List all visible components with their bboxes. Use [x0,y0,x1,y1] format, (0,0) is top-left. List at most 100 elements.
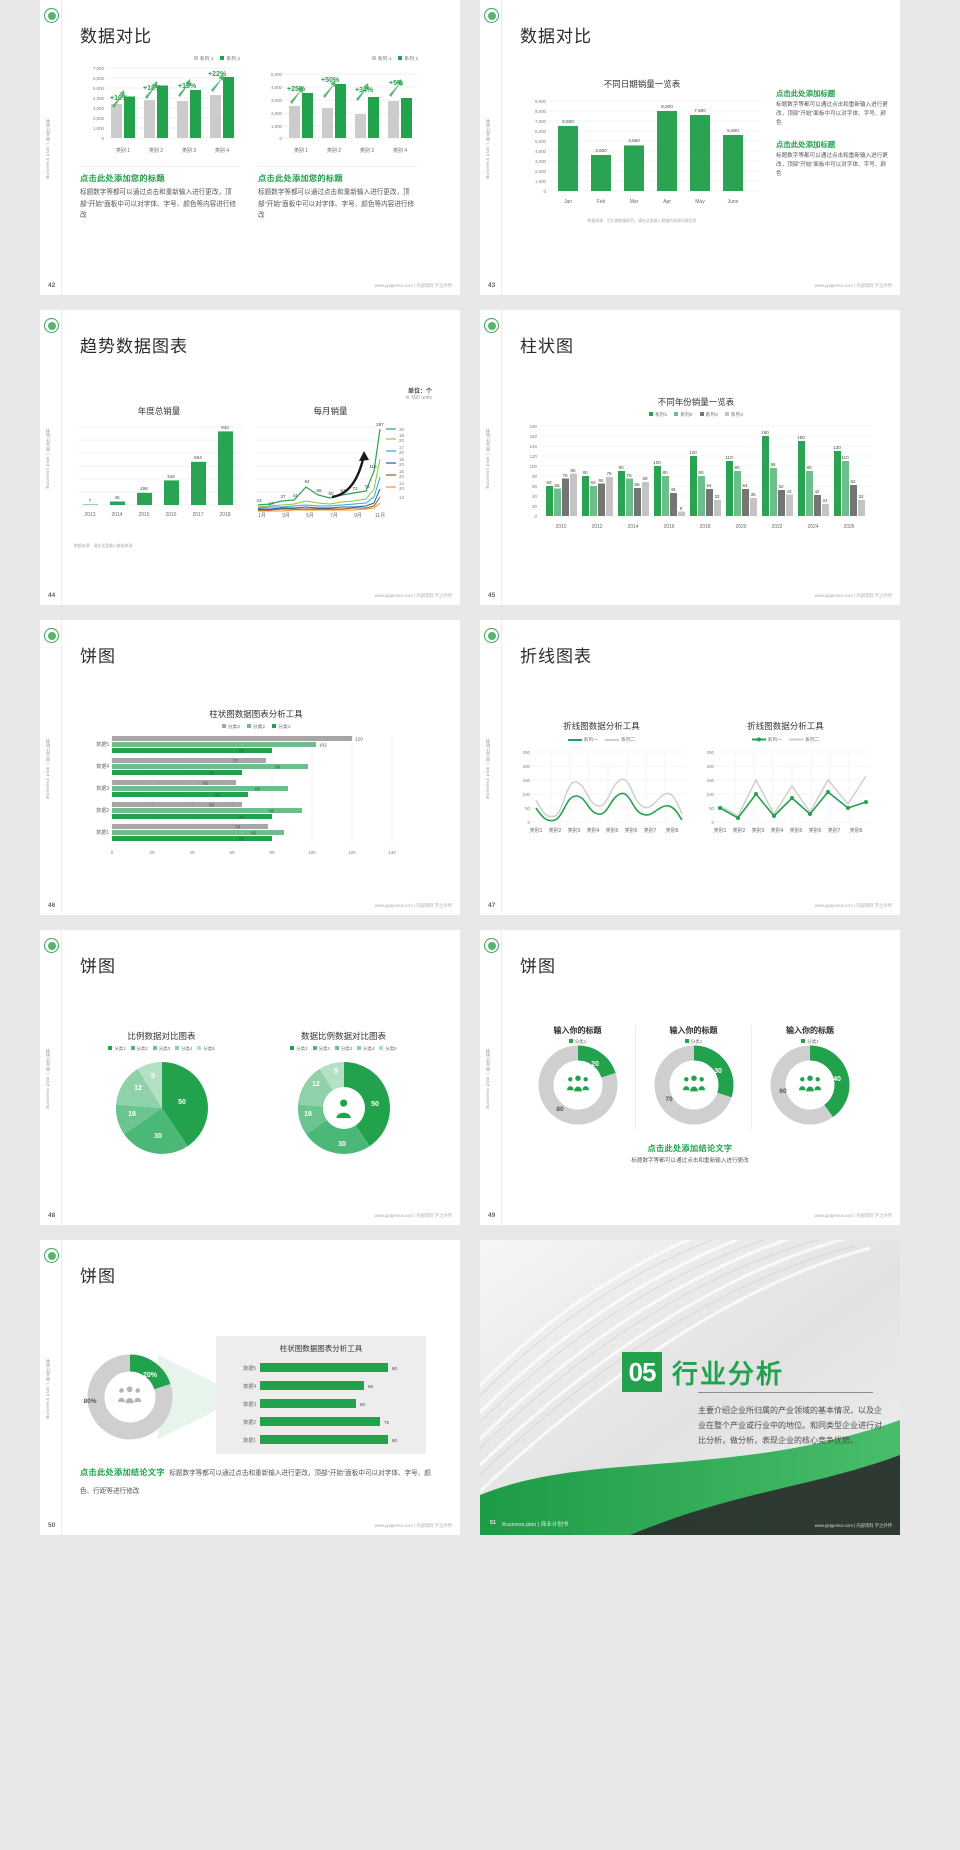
svg-text:100: 100 [653,460,661,465]
svg-text:2,000: 2,000 [535,169,547,174]
svg-text:数据3: 数据3 [96,785,109,792]
svg-text:4,000: 4,000 [535,149,547,154]
page-number: 45 [488,592,496,599]
svg-text:100: 100 [530,464,538,469]
page-title: 趋势数据图表 [80,337,188,356]
svg-text:0: 0 [280,136,283,141]
donut-2-title: 输入你的标题 [669,1026,718,1035]
svg-text:20: 20 [399,462,404,467]
side-rail: Business plan | 商业计划书 [480,930,502,1225]
donut-chart: 50 30 18 12 5 [297,1062,390,1154]
bar-card-title: 柱状图数据图表分析工具 [279,1344,363,1353]
svg-text:类别4: 类别4 [587,827,600,834]
chart-source: 数据来源：请在这里输入数据来源 [74,543,133,548]
svg-text:60: 60 [779,1088,787,1095]
svg-text:5,600: 5,600 [727,128,739,133]
svg-text:130: 130 [833,445,841,450]
block-head: 点击此处添加您的标题 [258,174,343,183]
svg-text:80: 80 [556,1106,564,1113]
svg-text:+16%: +16% [178,83,197,90]
svg-text:68: 68 [215,793,221,798]
svg-text:数据1: 数据1 [243,1437,256,1444]
svg-text:80: 80 [270,850,275,855]
side-rail: Business plan | 商业计划书 [480,620,502,915]
svg-text:20: 20 [399,438,404,443]
svg-text:24: 24 [822,498,828,503]
svg-text:4,560: 4,560 [628,138,640,143]
footer-url: www.pptgenius.com | 内部资料 学之外传 [374,1213,452,1218]
divider [698,1392,873,1393]
svg-text:类别1: 类别1 [714,827,727,834]
line-chart-2: 250 200 150 100 50 0 类别1 类别2 类别3 类别4 类别5 类别6 类别7… [707,750,870,834]
svg-text:80: 80 [392,1438,398,1443]
page-number: 49 [488,1212,496,1219]
page-title: 数据对比 [520,27,592,46]
rail-label: Business plan | 商业计划书 [45,1046,50,1109]
svg-text:2015: 2015 [138,512,149,518]
svg-text:62: 62 [203,781,209,786]
svg-text:5: 5 [151,1073,155,1080]
line-chart-2-title: 折线图数据分析工具 [747,721,824,731]
svg-text:类别5: 类别5 [606,827,619,834]
svg-text:17: 17 [268,501,274,506]
svg-text:2013: 2013 [84,512,95,518]
svg-text:数据5: 数据5 [96,741,109,748]
svg-text:80%: 80% [83,1398,96,1405]
svg-text:30: 30 [338,1141,346,1148]
svg-text:3,000: 3,000 [535,159,547,164]
svg-text:76: 76 [364,484,370,489]
svg-text:56: 56 [634,482,640,487]
svg-text:150: 150 [797,435,805,440]
svg-text:80: 80 [239,749,245,754]
svg-text:3,000: 3,000 [93,106,105,111]
svg-text:类别2: 类别2 [733,827,746,834]
chart-title: 柱状图数据图表分析工具 [209,709,303,719]
svg-text:65: 65 [209,803,215,808]
line-chart-2-legend: 系列一 系列二 [698,736,873,743]
svg-text:120: 120 [355,737,363,742]
svg-text:类别2: 类别2 [549,827,562,834]
svg-text:85: 85 [570,468,576,473]
svg-text:110: 110 [725,455,733,460]
chart-a-svg: 7,000 6,000 5,000 4,000 3,000 2,000 1,000 0 [93,66,238,154]
svg-text:32: 32 [714,494,720,499]
svg-text:20%: 20% [143,1372,158,1379]
donut-3: 40 60 [770,1045,850,1125]
svg-text:6,000: 6,000 [535,129,547,134]
svg-text:120: 120 [530,454,538,459]
line-chart-2-wrap: 折线图数据分析工具 系列一 系列二 250 200 150 100 50 0 [698,720,873,851]
donut-2: 30 70 [654,1045,733,1125]
svg-text:数据2: 数据2 [96,807,109,814]
svg-text:类别7: 类别7 [644,827,657,834]
donut-card-1: 输入你的标题 分类1 20 80 [520,1025,636,1130]
page-title: 折线图表 [520,647,592,666]
block-1-body: 标题数字等都可以通过点击和重新输入进行更改，顶部“开始”面板中可以对字体、字号、… [776,102,888,127]
svg-text:554: 554 [194,455,202,460]
svg-text:943: 943 [221,425,229,430]
svg-text:Feb: Feb [597,199,606,205]
svg-text:7,000: 7,000 [535,119,547,124]
rail-label: Business plan | 商业计划书 [45,426,50,489]
svg-text:+50%: +50% [321,77,340,84]
page-title: 饼图 [520,957,556,976]
svg-text:类别 4: 类别 4 [215,147,229,154]
svg-text:46: 46 [670,487,676,492]
donut-wrap: 数据比例数据对比图表 分类1 分类2 分类3 分类4 分类5 [256,1030,431,1169]
svg-text:数据3: 数据3 [243,1401,256,1408]
slide-47: Business plan | 商业计划书 折线图表 折线图数据分析工具 系列一… [480,620,900,915]
svg-text:数据4: 数据4 [243,1383,256,1390]
svg-text:43: 43 [786,489,792,494]
svg-text:20: 20 [399,427,404,432]
svg-text:0: 0 [712,820,715,825]
svg-text:50: 50 [371,1101,379,1108]
svg-text:45: 45 [114,495,120,500]
side-rail: Business plan | 商业计划书 [40,310,62,605]
svg-text:90: 90 [806,465,812,470]
svg-text:90: 90 [734,465,740,470]
svg-text:6,000: 6,000 [93,76,105,81]
block-1-head: 点击此处添加标题 [776,89,836,98]
svg-text:数据2: 数据2 [243,1419,256,1426]
svg-text:80: 80 [392,1366,398,1371]
svg-text:65: 65 [598,478,604,483]
